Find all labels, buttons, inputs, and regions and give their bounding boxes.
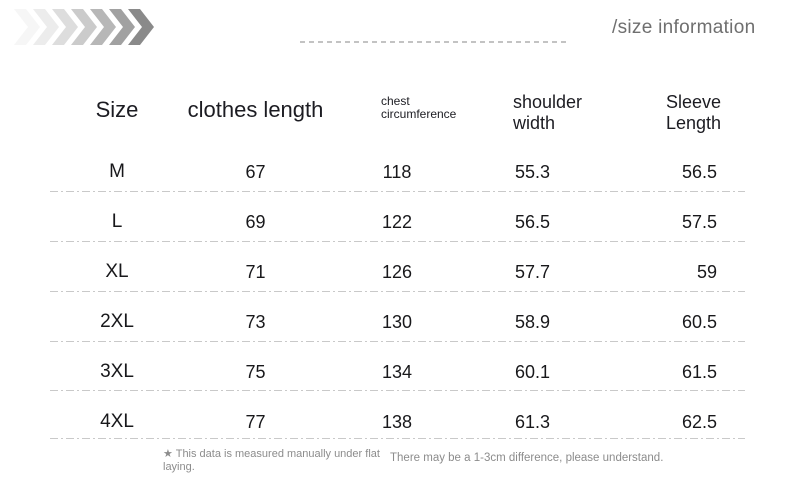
chest-circumference-cell: 118 [382,161,412,182]
column-header-size: Size [95,97,139,122]
sleeve-length-cell: 56.5 [681,161,717,182]
shoulder-width-cell: 58.9 [514,311,551,332]
clothes-length-cell: 69 [245,211,266,232]
table-row: 2XL 73 130 58.9 60.5 [50,297,745,347]
chest-circumference-cell: 126 [381,261,413,282]
sleeve-length-cell: 60.5 [681,311,717,332]
shoulder-width-cell: 61.3 [514,411,551,432]
size-cell: 2XL [100,311,134,332]
column-header-shoulder-width: shoulder width [513,92,583,133]
row-divider [50,438,745,439]
chevron-arrows-icon [14,9,154,45]
clothes-length-cell: 71 [245,261,266,282]
sleeve-length-cell: 62.5 [681,411,717,432]
sleeve-length-cell: 59 [696,261,717,282]
clothes-length-cell: 75 [245,361,266,382]
shoulder-width-cell: 56.5 [514,211,551,232]
column-header-chest-circumference: chest circumference [381,94,457,121]
chest-circumference-cell: 130 [381,311,413,332]
row-divider [50,191,745,192]
table-row: 4XL 77 138 61.3 62.5 [50,397,745,447]
column-header-clothes-length: clothes length [187,97,324,122]
row-divider [50,341,745,342]
chest-circumference-cell: 134 [381,361,413,382]
clothes-length-cell: 67 [245,161,266,182]
size-cell: M [109,161,125,182]
row-divider [50,291,745,292]
shoulder-width-cell: 55.3 [514,161,551,182]
dashed-divider [300,41,568,43]
size-cell: 4XL [100,411,134,432]
size-cell: 3XL [100,361,134,382]
shoulder-width-cell: 60.1 [514,361,551,382]
clothes-length-cell: 73 [245,311,266,332]
sleeve-length-cell: 57.5 [681,211,717,232]
tolerance-note: There may be a 1-3cm difference, please … [390,452,664,464]
table-row: 3XL 75 134 60.1 61.5 [50,347,745,397]
chest-circumference-cell: 138 [381,411,413,432]
table-row: XL 71 126 57.7 59 [50,247,745,297]
shoulder-width-cell: 57.7 [514,261,551,282]
row-divider [50,241,745,242]
measurement-note: ★ This data is measured manually under f… [163,448,380,473]
chest-circumference-cell: 122 [381,211,413,232]
size-cell: XL [105,261,129,282]
sleeve-length-cell: 61.5 [681,361,717,382]
table-body: M 67 118 55.3 56.5 L 69 122 56.5 57.5 XL… [50,147,745,447]
page-title: /size information [612,17,756,38]
clothes-length-cell: 77 [245,411,266,432]
row-divider [50,390,745,391]
table-row: L 69 122 56.5 57.5 [50,197,745,247]
size-cell: L [111,211,123,232]
table-row: M 67 118 55.3 56.5 [50,147,745,197]
column-header-sleeve-length: Sleeve Length [666,92,722,133]
